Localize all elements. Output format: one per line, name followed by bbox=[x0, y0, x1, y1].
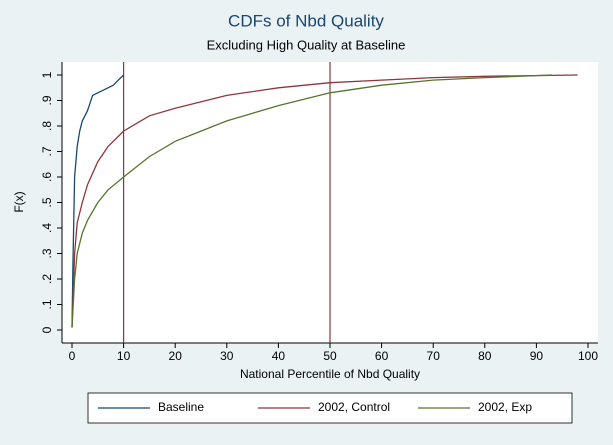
x-tick-label: 60 bbox=[375, 349, 389, 363]
legend-box bbox=[87, 392, 573, 424]
y-tick-label: .3 bbox=[40, 248, 54, 258]
x-tick-label: 100 bbox=[578, 349, 598, 363]
x-tick-label: 40 bbox=[272, 349, 286, 363]
y-tick-label: .1 bbox=[40, 299, 54, 309]
x-tick-label: 90 bbox=[530, 349, 544, 363]
y-tick-label: .7 bbox=[40, 146, 54, 156]
x-tick-label: 70 bbox=[427, 349, 441, 363]
y-tick-label: .2 bbox=[40, 274, 54, 284]
y-axis-label: F(x) bbox=[12, 191, 26, 212]
series-line bbox=[71, 74, 125, 328]
x-tick-label: 30 bbox=[220, 349, 234, 363]
x-tick-label: 50 bbox=[323, 349, 337, 363]
x-tick-label: 20 bbox=[169, 349, 183, 363]
y-tick-label: 1 bbox=[40, 71, 54, 78]
y-tick-label: .6 bbox=[40, 172, 54, 182]
y-tick-label: .5 bbox=[40, 197, 54, 207]
x-axis-label: National Percentile of Nbd Quality bbox=[240, 367, 420, 381]
chart-title: CDFs of Nbd Quality bbox=[228, 11, 384, 30]
y-tick-label: 0 bbox=[40, 326, 54, 333]
legend-label: 2002, Control bbox=[318, 400, 390, 414]
legend-label: 2002, Exp bbox=[478, 400, 532, 414]
y-tick-label: .4 bbox=[40, 223, 54, 233]
legend-label: Baseline bbox=[158, 400, 204, 414]
y-tick-label: .9 bbox=[40, 95, 54, 105]
x-tick-label: 80 bbox=[478, 349, 492, 363]
x-tick-label: 0 bbox=[69, 349, 76, 363]
series-line bbox=[71, 74, 552, 328]
series-line bbox=[71, 74, 578, 328]
chart-subtitle: Excluding High Quality at Baseline bbox=[207, 37, 406, 52]
y-tick-label: .8 bbox=[40, 121, 54, 131]
x-tick-label: 10 bbox=[117, 349, 131, 363]
